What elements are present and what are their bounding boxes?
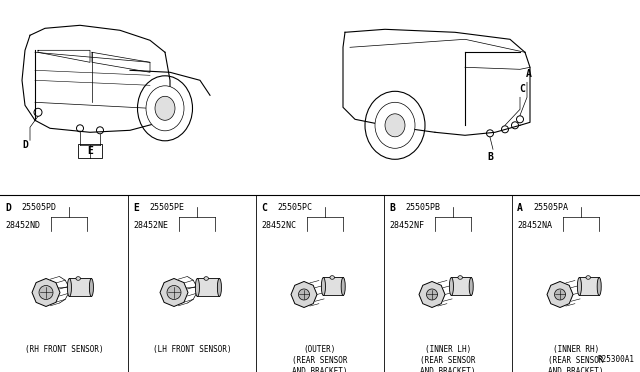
Text: (INNER LH): (INNER LH) <box>425 346 471 355</box>
Polygon shape <box>547 282 573 308</box>
Text: 28452NC: 28452NC <box>261 221 296 230</box>
Polygon shape <box>38 50 90 62</box>
Text: (RH FRONT SENSOR): (RH FRONT SENSOR) <box>25 346 103 355</box>
Text: 28452NF: 28452NF <box>389 221 424 230</box>
Text: D: D <box>22 140 28 150</box>
Polygon shape <box>32 279 60 307</box>
Text: (REAR SENSOR: (REAR SENSOR <box>548 356 604 366</box>
Ellipse shape <box>321 278 325 295</box>
Polygon shape <box>69 279 92 296</box>
Ellipse shape <box>577 278 581 295</box>
Text: 28452NE: 28452NE <box>133 221 168 230</box>
Text: (INNER RH): (INNER RH) <box>553 346 599 355</box>
Polygon shape <box>197 279 220 296</box>
Text: A: A <box>526 69 532 79</box>
Ellipse shape <box>426 289 438 300</box>
Ellipse shape <box>34 108 42 116</box>
Ellipse shape <box>138 76 193 141</box>
Text: R25300A1: R25300A1 <box>598 355 635 364</box>
Polygon shape <box>92 52 150 72</box>
Ellipse shape <box>76 277 81 280</box>
Text: 28452ND: 28452ND <box>5 221 40 230</box>
Polygon shape <box>291 282 317 308</box>
Ellipse shape <box>195 279 200 296</box>
Ellipse shape <box>146 86 184 131</box>
Text: E: E <box>133 203 139 213</box>
Ellipse shape <box>458 276 463 279</box>
Text: C: C <box>519 84 525 94</box>
Text: C: C <box>261 203 267 213</box>
Text: 25505PA: 25505PA <box>533 203 568 212</box>
Ellipse shape <box>502 126 509 133</box>
Text: (LH FRONT SENSOR): (LH FRONT SENSOR) <box>153 346 231 355</box>
Ellipse shape <box>341 278 345 295</box>
Ellipse shape <box>218 279 221 296</box>
Polygon shape <box>579 278 599 295</box>
Polygon shape <box>323 278 343 295</box>
Ellipse shape <box>330 276 335 279</box>
Text: AND BRACKET): AND BRACKET) <box>420 368 476 372</box>
Ellipse shape <box>365 91 425 159</box>
Text: 25505PD: 25505PD <box>21 203 56 212</box>
Text: (OUTER): (OUTER) <box>304 346 336 355</box>
Polygon shape <box>160 279 188 307</box>
Polygon shape <box>419 282 445 308</box>
Text: AND BRACKET): AND BRACKET) <box>548 368 604 372</box>
Ellipse shape <box>486 130 493 137</box>
Ellipse shape <box>39 285 53 299</box>
Text: (REAR SENSOR: (REAR SENSOR <box>420 356 476 366</box>
FancyBboxPatch shape <box>78 144 102 158</box>
Text: 28452NA: 28452NA <box>517 221 552 230</box>
Text: AND BRACKET): AND BRACKET) <box>292 368 348 372</box>
Text: B: B <box>389 203 395 213</box>
Ellipse shape <box>67 279 72 296</box>
Ellipse shape <box>167 285 181 299</box>
Ellipse shape <box>375 102 415 148</box>
Ellipse shape <box>469 278 473 295</box>
Text: (REAR SENSOR: (REAR SENSOR <box>292 356 348 366</box>
Text: 25505PE: 25505PE <box>149 203 184 212</box>
Text: 25505PC: 25505PC <box>277 203 312 212</box>
Ellipse shape <box>298 289 310 300</box>
Polygon shape <box>451 278 471 295</box>
Ellipse shape <box>90 279 93 296</box>
Text: D: D <box>5 203 11 213</box>
Ellipse shape <box>77 125 83 132</box>
Text: 25505PB: 25505PB <box>405 203 440 212</box>
Ellipse shape <box>586 276 591 279</box>
Ellipse shape <box>155 96 175 120</box>
Ellipse shape <box>97 127 104 134</box>
Ellipse shape <box>385 114 405 137</box>
Text: B: B <box>487 152 493 162</box>
Ellipse shape <box>554 289 566 300</box>
Ellipse shape <box>511 122 518 129</box>
Ellipse shape <box>516 116 524 123</box>
Text: E: E <box>87 146 93 156</box>
Ellipse shape <box>597 278 601 295</box>
Text: A: A <box>517 203 523 213</box>
Ellipse shape <box>204 277 209 280</box>
Ellipse shape <box>449 278 453 295</box>
